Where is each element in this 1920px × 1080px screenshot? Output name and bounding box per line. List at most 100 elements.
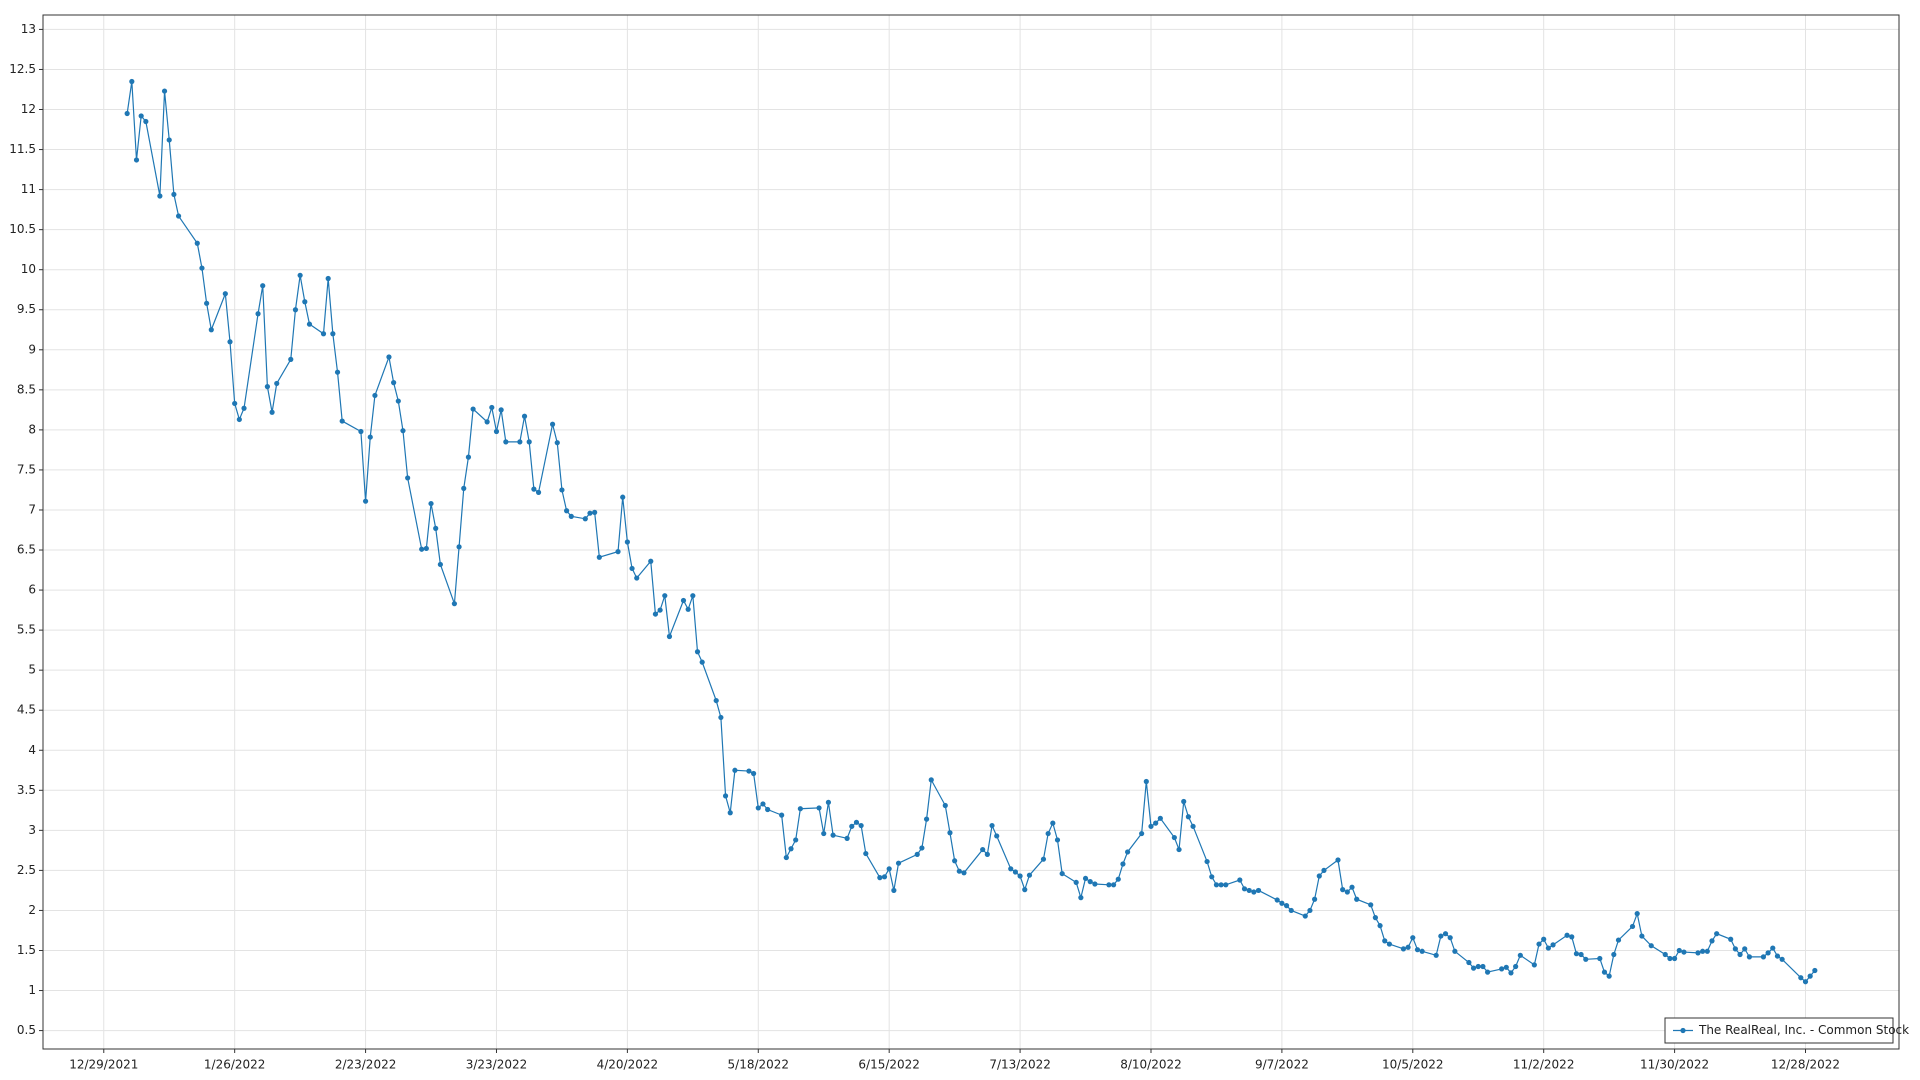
y-tick-label: 11 bbox=[21, 182, 36, 196]
data-point bbox=[821, 830, 827, 837]
data-point bbox=[722, 793, 729, 799]
data-point bbox=[255, 311, 261, 317]
data-point bbox=[320, 331, 327, 337]
data-point bbox=[1419, 948, 1425, 954]
data-point bbox=[1615, 937, 1622, 943]
data-point bbox=[1354, 896, 1360, 902]
y-tick-label: 9.5 bbox=[17, 302, 36, 316]
data-point bbox=[1368, 902, 1374, 908]
data-point bbox=[980, 846, 986, 853]
data-point bbox=[657, 607, 663, 613]
data-point bbox=[1545, 945, 1551, 951]
x-tick-label: 11/30/2022 bbox=[1640, 1058, 1709, 1072]
data-point bbox=[517, 439, 523, 445]
data-point bbox=[1442, 931, 1449, 937]
data-point bbox=[531, 486, 537, 492]
data-point bbox=[1190, 823, 1196, 829]
data-point bbox=[1283, 903, 1290, 909]
data-point bbox=[587, 510, 593, 516]
data-point bbox=[923, 816, 930, 822]
data-point bbox=[549, 421, 556, 427]
data-point bbox=[1597, 955, 1603, 962]
data-point bbox=[1508, 970, 1514, 976]
y-tick-label: 9 bbox=[28, 342, 36, 356]
y-tick-label: 6.5 bbox=[17, 543, 36, 557]
data-point bbox=[1578, 951, 1584, 958]
data-point bbox=[1517, 952, 1523, 958]
data-point bbox=[914, 851, 920, 857]
data-point bbox=[129, 78, 135, 85]
data-point bbox=[166, 137, 172, 143]
data-point bbox=[489, 404, 495, 411]
y-tick-label: 1.5 bbox=[17, 943, 36, 957]
data-point bbox=[1695, 950, 1701, 956]
data-point bbox=[1667, 955, 1673, 962]
data-point bbox=[634, 575, 640, 581]
data-point bbox=[358, 428, 364, 435]
data-point bbox=[1349, 884, 1355, 890]
data-point bbox=[1770, 945, 1776, 951]
data-point bbox=[1209, 874, 1215, 880]
data-point bbox=[760, 801, 766, 807]
data-point bbox=[194, 240, 200, 246]
y-tick-label: 10 bbox=[21, 262, 36, 276]
data-point bbox=[461, 485, 467, 491]
data-point bbox=[1171, 834, 1177, 841]
data-point bbox=[419, 546, 425, 552]
data-point bbox=[503, 439, 509, 445]
data-point bbox=[1807, 973, 1813, 979]
data-point bbox=[783, 854, 789, 861]
data-point bbox=[1106, 882, 1112, 888]
data-point bbox=[680, 597, 687, 604]
data-point bbox=[1125, 849, 1131, 855]
y-tick-label: 4 bbox=[28, 743, 36, 757]
data-point bbox=[269, 409, 275, 415]
y-tick-label: 0.5 bbox=[17, 1023, 36, 1037]
data-point bbox=[306, 321, 313, 327]
data-point bbox=[241, 405, 247, 411]
data-point bbox=[372, 392, 378, 399]
data-point bbox=[1466, 959, 1472, 966]
y-tick-label: 2.5 bbox=[17, 863, 36, 877]
data-point bbox=[1082, 875, 1089, 882]
data-point bbox=[1143, 778, 1149, 785]
data-point bbox=[942, 802, 948, 809]
data-point bbox=[994, 833, 1000, 839]
data-point bbox=[1321, 867, 1327, 873]
data-point bbox=[1302, 913, 1308, 919]
data-point bbox=[1746, 954, 1752, 960]
y-tick-label: 6 bbox=[28, 583, 36, 597]
data-point bbox=[1386, 941, 1393, 947]
data-point bbox=[1414, 947, 1421, 953]
data-point bbox=[1475, 963, 1481, 970]
data-point bbox=[1564, 932, 1570, 938]
data-point bbox=[465, 454, 472, 460]
data-point bbox=[1732, 946, 1738, 952]
data-point bbox=[765, 806, 771, 813]
plot-border bbox=[42, 14, 1900, 1050]
data-point bbox=[1312, 896, 1318, 902]
data-point bbox=[1223, 882, 1229, 888]
data-point bbox=[1012, 869, 1019, 875]
data-point bbox=[947, 830, 953, 836]
data-point bbox=[713, 697, 719, 704]
data-point bbox=[1606, 973, 1612, 979]
data-point bbox=[1737, 951, 1743, 958]
data-point bbox=[1802, 979, 1809, 985]
data-point bbox=[1550, 942, 1556, 948]
data-point bbox=[699, 659, 705, 665]
data-point bbox=[919, 845, 925, 851]
data-point bbox=[1499, 966, 1505, 972]
data-point bbox=[1092, 881, 1098, 887]
data-point bbox=[662, 593, 668, 599]
data-point bbox=[1774, 953, 1781, 959]
data-point bbox=[124, 110, 130, 117]
data-point bbox=[1274, 897, 1280, 903]
y-tick-label: 1 bbox=[28, 983, 36, 997]
data-point bbox=[1513, 963, 1519, 970]
y-tick-label: 7.5 bbox=[17, 462, 36, 476]
data-point bbox=[1054, 837, 1061, 843]
data-point bbox=[1639, 933, 1645, 939]
data-point bbox=[1213, 882, 1220, 888]
data-point bbox=[1541, 936, 1547, 942]
